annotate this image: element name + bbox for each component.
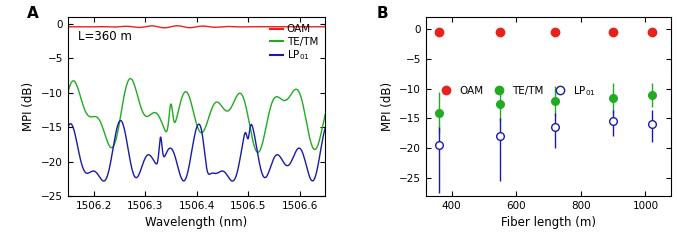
Y-axis label: MPI (dB): MPI (dB) (380, 82, 393, 131)
Y-axis label: MPI (dB): MPI (dB) (22, 82, 35, 131)
Legend: OAM, TE/TM, LP$_{01}$: OAM, TE/TM, LP$_{01}$ (431, 80, 600, 102)
X-axis label: Fiber length (m): Fiber length (m) (501, 216, 596, 229)
Text: A: A (26, 6, 39, 21)
X-axis label: Wavelength (nm): Wavelength (nm) (146, 216, 247, 229)
Text: L=360 m: L=360 m (78, 30, 132, 43)
Text: B: B (377, 6, 388, 21)
Legend: OAM, TE/TM, LP$_{01}$: OAM, TE/TM, LP$_{01}$ (268, 22, 320, 64)
